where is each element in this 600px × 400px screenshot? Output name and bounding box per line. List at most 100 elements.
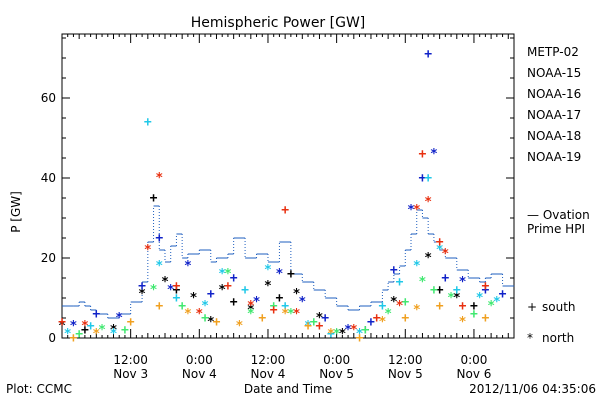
data-points-group: * + **+*+***+**++*** +**+*+*+ *++**++***+*++… [58, 47, 507, 346]
data-point-noaa-16: + [453, 283, 461, 298]
data-point-noaa-15: * [459, 275, 467, 290]
data-point-noaa-17: + [401, 295, 409, 310]
data-point-noaa-19: * [350, 323, 358, 338]
symbol-legend-north-label: north [542, 331, 574, 345]
data-point-noaa-15: * [344, 323, 352, 338]
x-tick-label-date: Nov 4 [251, 367, 286, 381]
data-point-noaa-18: * [378, 315, 386, 330]
data-point-noaa-18: + [356, 331, 364, 346]
chart-title: Hemispheric Power [GW] [191, 15, 366, 31]
data-point-noaa-17: * [150, 283, 158, 298]
data-point-noaa-15: + [441, 271, 449, 286]
plot-frame [61, 33, 515, 339]
data-point-noaa-19: * [195, 307, 203, 322]
x-tick-label-date: Nov 6 [457, 367, 492, 381]
legend-entry-metp-02: METP-02 [527, 45, 579, 59]
data-point-noaa-17: * [224, 267, 232, 282]
data-point-noaa-16: + [378, 299, 386, 314]
data-point-noaa-16: + [424, 171, 432, 186]
data-point-noaa-19: + [459, 299, 467, 314]
data-point-noaa-19: + [58, 315, 66, 330]
data-point-noaa-16: + [173, 291, 181, 306]
data-point-noaa-16: + [241, 283, 249, 298]
data-point-noaa-15: * [253, 295, 261, 310]
data-point-noaa-15: * [167, 283, 175, 298]
data-point-metp-02: * [424, 251, 432, 266]
ylabel-group: P [GW] [9, 191, 23, 233]
data-point-noaa-19: + [173, 279, 181, 294]
data-point-noaa-17: + [430, 283, 438, 298]
legend-entry-noaa-18: NOAA-18 [527, 129, 581, 143]
data-point-metp-02: * [338, 327, 346, 342]
data-point-noaa-15: + [155, 231, 163, 246]
data-point-noaa-15: + [230, 271, 238, 286]
data-point-noaa-17: + [270, 299, 278, 314]
data-point-metp-02: + [230, 295, 238, 310]
data-point-noaa-15: + [424, 47, 432, 62]
data-point-noaa-17: * [333, 327, 341, 342]
y-tick-label: 0 [48, 331, 56, 345]
data-point-metp-02: * [58, 319, 66, 334]
footer-timestamp: 2012/11/06 04:35:06 [469, 382, 596, 396]
data-point-noaa-19: + [481, 279, 489, 294]
data-point-noaa-17: * [98, 323, 106, 338]
data-point-metp-02: * [110, 323, 118, 338]
data-point-noaa-19: * [155, 171, 163, 186]
x-axis-label: Date and Time [244, 382, 332, 396]
data-point-noaa-15: + [390, 263, 398, 278]
data-point-noaa-18: * [235, 319, 243, 334]
data-point-noaa-19: * [81, 319, 89, 334]
data-point-noaa-18: + [127, 315, 135, 330]
data-point-noaa-19: + [419, 147, 427, 162]
data-point-noaa-16: + [144, 115, 152, 130]
data-point-noaa-18: * [184, 307, 192, 322]
data-point-noaa-15: * [184, 259, 192, 274]
legend-entry-noaa-17: NOAA-17 [527, 108, 581, 122]
y-tick-label: 40 [41, 171, 56, 185]
data-point-noaa-18: * [281, 307, 289, 322]
data-point-noaa-18: * [92, 327, 100, 342]
data-point-noaa-16: * [493, 295, 501, 310]
data-point-noaa-16: * [304, 319, 312, 334]
x-tick-label-date: Nov 5 [388, 367, 423, 381]
legend-entry-noaa-19: NOAA-19 [527, 150, 581, 164]
y-axis-ticks: 0 20 40 60 [41, 37, 514, 345]
data-point-noaa-19: * [424, 195, 432, 210]
data-point-metp-02: + [287, 267, 295, 282]
data-point-noaa-15: * [430, 147, 438, 162]
data-point-noaa-17: * [487, 299, 495, 314]
data-point-noaa-15: * [276, 267, 284, 282]
data-point-noaa-18: + [155, 299, 163, 314]
data-point-noaa-17: * [247, 307, 255, 322]
data-point-noaa-17: * [287, 307, 295, 322]
data-point-noaa-16: * [436, 243, 444, 258]
data-point-noaa-15: + [321, 311, 329, 326]
data-point-metp-02: * [264, 279, 272, 294]
data-point-noaa-15: + [419, 171, 427, 186]
data-point-noaa-16: * [218, 267, 226, 282]
data-point-metp-02: + [150, 191, 158, 206]
data-point-metp-02: * [207, 315, 215, 330]
symbol-legend-south-label: south [542, 300, 576, 314]
data-point-metp-02: * [161, 275, 169, 290]
x-tick-label-time: 0:00 [323, 353, 350, 367]
data-point-noaa-15: * [70, 319, 78, 334]
ovation-label-line1: — Ovation [527, 208, 590, 222]
data-point-metp-02: + [361, 323, 369, 338]
data-point-noaa-19: * [441, 247, 449, 262]
data-point-metp-02: * [190, 291, 198, 306]
data-point-noaa-18: + [304, 319, 312, 334]
data-point-metp-02: * [453, 291, 461, 306]
data-point-noaa-15: * [115, 311, 123, 326]
ovation-label-line2: Prime HPI [527, 222, 585, 236]
symbol-legend: + south * north [527, 300, 576, 345]
data-point-noaa-16: + [396, 275, 404, 290]
data-point-noaa-19: * [144, 243, 152, 258]
data-point-noaa-19: + [224, 279, 232, 294]
data-point-noaa-15: + [92, 307, 100, 322]
data-point-noaa-15: + [207, 287, 215, 302]
data-point-noaa-17: * [419, 275, 427, 290]
x-tick-label-date: Nov 5 [319, 367, 354, 381]
data-point-noaa-15: + [499, 287, 507, 302]
